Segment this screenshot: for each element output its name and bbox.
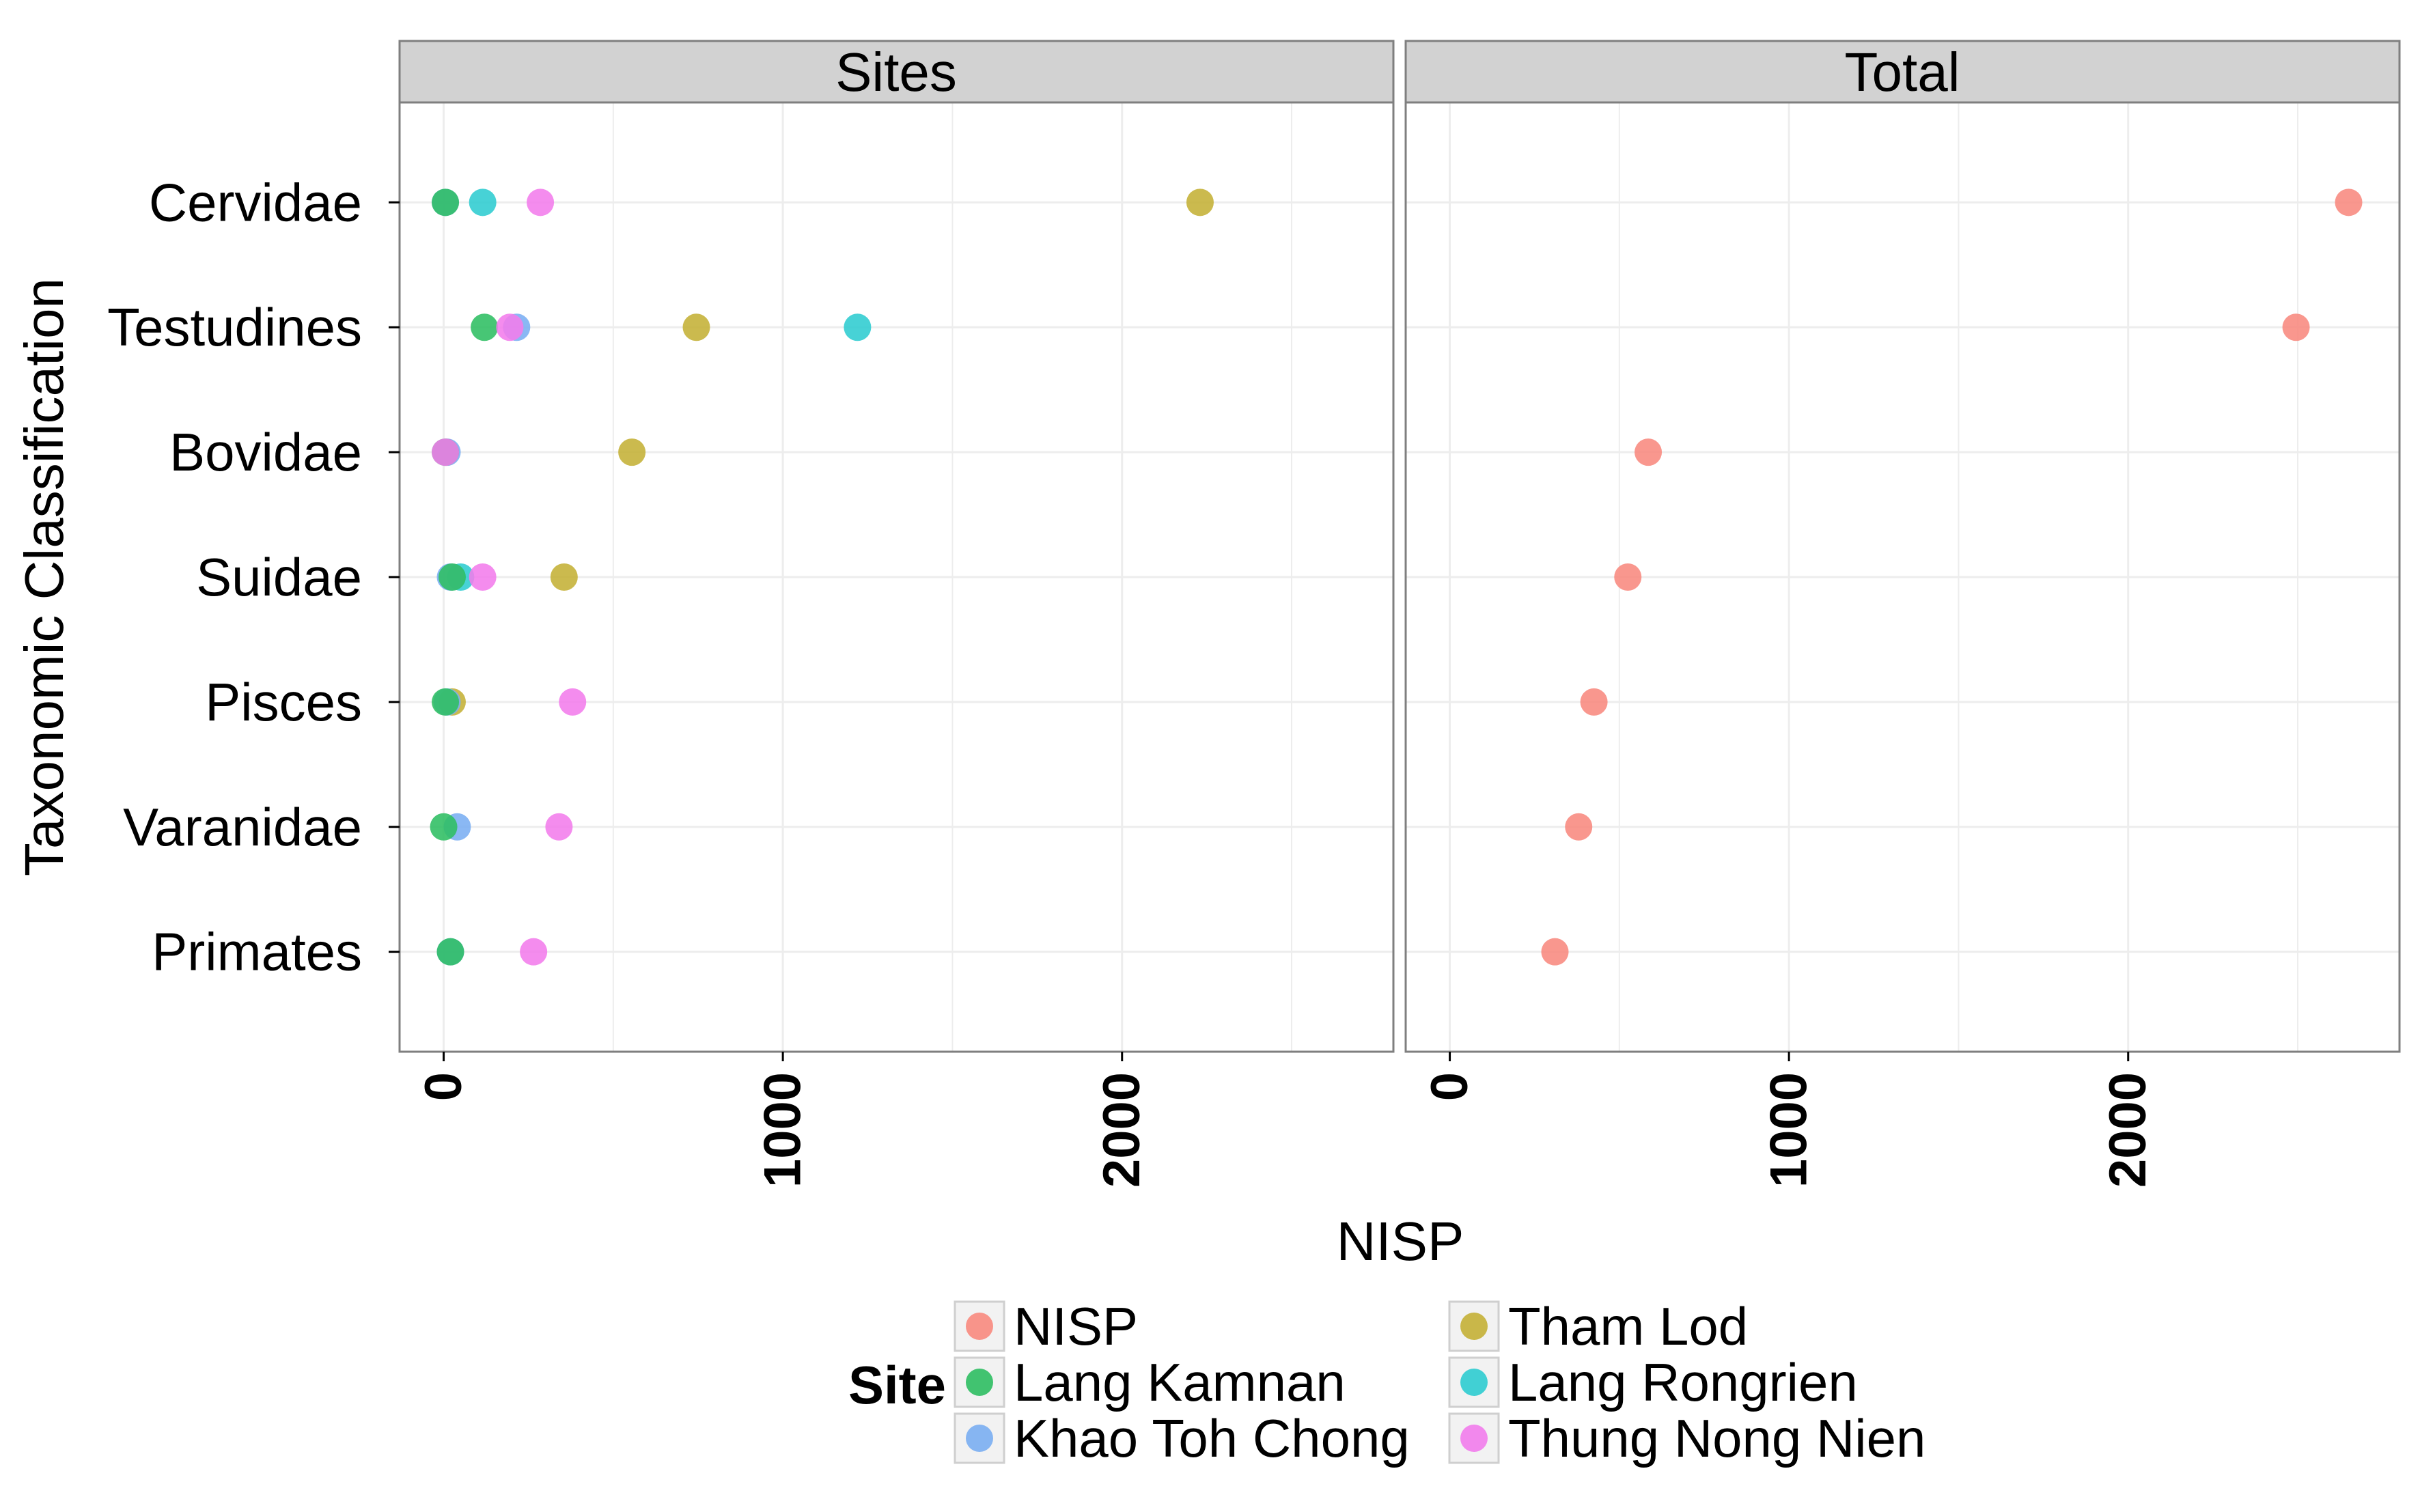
legend-swatch-nisp — [966, 1313, 993, 1340]
y-tick-label: Bovidae — [169, 422, 362, 482]
point-thung-nong-nien-bovidae — [432, 438, 460, 466]
legend-label: Thung Nong Nien — [1508, 1408, 1925, 1468]
x-ticks-sites: 0 1000 2000 — [415, 1052, 1151, 1188]
point-thung-nong-nien-pisces — [559, 688, 587, 716]
y-axis-ticks: Cervidae Testudines Bovidae Suidae Pisces Var… — [107, 172, 400, 982]
point-nisp-cervidae — [2335, 188, 2363, 216]
point-lang-kamnan-primates — [436, 938, 464, 966]
point-lang-kamnan-varanidae — [430, 813, 458, 841]
x-tick-label: 2000 — [2099, 1072, 2157, 1188]
y-tick-label: Suidae — [196, 547, 362, 607]
panel-border-total — [1404, 101, 2401, 1053]
point-nisp-testudines — [2282, 313, 2310, 341]
y-tick-label: Pisces — [205, 672, 362, 732]
facet-strip-total — [1404, 40, 2401, 104]
facet-label-sites: Sites — [835, 42, 957, 102]
point-lang-kamnan-testudines — [471, 313, 499, 341]
x-axis-title: NISP — [1337, 1211, 1464, 1272]
x-ticks-total: 0 1000 2000 — [1421, 1052, 2157, 1188]
y-tick-label: Cervidae — [149, 172, 362, 232]
facet-panel-total: Total 0 1000 2000 — [1404, 40, 2401, 1188]
legend-swatch-tham-lod — [1460, 1313, 1488, 1340]
point-thung-nong-nien-suidae — [469, 563, 497, 591]
point-tham-lod-cervidae — [1186, 188, 1214, 216]
legend-label: NISP — [1014, 1296, 1138, 1356]
legend-label: Lang Rongrien — [1508, 1352, 1858, 1412]
point-nisp-pisces — [1580, 688, 1608, 716]
point-tham-lod-suidae — [550, 563, 578, 591]
legend-swatch-khao-toh-chong — [966, 1425, 993, 1452]
point-lang-rongrien-cervidae — [469, 188, 497, 216]
point-thung-nong-nien-cervidae — [527, 188, 555, 216]
point-nisp-primates — [1541, 938, 1569, 966]
point-lang-kamnan-cervidae — [432, 188, 460, 216]
y-tick-label: Primates — [152, 922, 362, 982]
point-tham-lod-bovidae — [618, 438, 646, 466]
x-tick-label: 2000 — [1093, 1072, 1151, 1188]
point-tham-lod-testudines — [682, 313, 710, 341]
legend-label: Tham Lod — [1508, 1296, 1748, 1356]
point-lang-kamnan-pisces — [432, 688, 460, 716]
point-thung-nong-nien-varanidae — [545, 813, 573, 841]
facet-panel-sites: Sites 0 1000 2000 — [398, 40, 1395, 1188]
point-thung-nong-nien-primates — [520, 938, 548, 966]
y-axis-title: Taxonomic Classification — [14, 278, 74, 876]
point-nisp-suidae — [1614, 563, 1642, 591]
y-tick-label: Varanidae — [123, 797, 362, 857]
x-tick-label: 1000 — [754, 1072, 812, 1188]
legend-title: Site — [848, 1355, 946, 1415]
points-sites — [430, 188, 1214, 966]
point-nisp-bovidae — [1635, 438, 1663, 466]
legend-swatch-lang-kamnan — [966, 1369, 993, 1396]
facet-strip-sites — [398, 40, 1395, 104]
x-tick-label: 0 — [415, 1072, 473, 1101]
facet-label-total: Total — [1845, 42, 1960, 102]
point-thung-nong-nien-testudines — [496, 313, 524, 341]
point-lang-kamnan-suidae — [438, 563, 466, 591]
y-tick-label: Testudines — [107, 297, 362, 357]
legend-label: Khao Toh Chong — [1014, 1408, 1410, 1468]
legend-swatch-lang-rongrien — [1460, 1369, 1488, 1396]
point-nisp-varanidae — [1565, 813, 1593, 841]
point-lang-rongrien-testudines — [844, 313, 872, 341]
legend-label: Lang Kamnan — [1014, 1352, 1346, 1412]
legend-swatch-thung-nong-nien — [1460, 1425, 1488, 1452]
x-tick-label: 0 — [1421, 1072, 1479, 1101]
points-total — [1541, 188, 2363, 966]
x-tick-label: 1000 — [1760, 1072, 1818, 1188]
